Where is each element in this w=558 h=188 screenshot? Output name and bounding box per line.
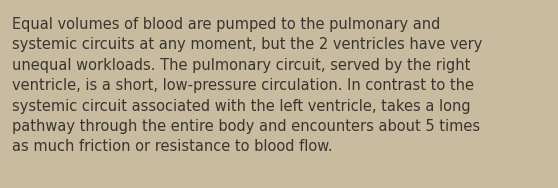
Text: Equal volumes of blood are pumped to the pulmonary and
systemic circuits at any : Equal volumes of blood are pumped to the… <box>12 17 483 154</box>
